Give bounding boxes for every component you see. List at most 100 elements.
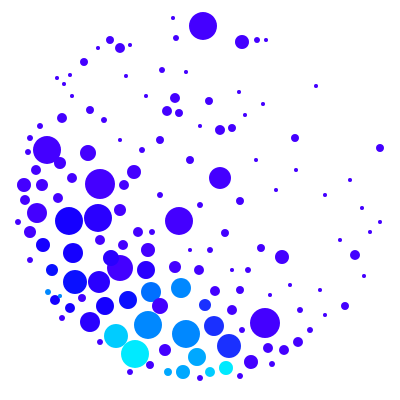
bubble: [209, 167, 231, 189]
bubble: [263, 343, 273, 353]
bubble: [58, 294, 62, 298]
bubble: [159, 67, 165, 73]
bubble: [121, 340, 149, 368]
bubble: [57, 113, 67, 123]
bubble: [228, 124, 236, 132]
bubble: [362, 274, 366, 278]
bubble: [207, 247, 213, 253]
bubble: [268, 293, 272, 297]
bubble: [55, 207, 83, 235]
bubble: [159, 344, 171, 356]
bubble: [171, 278, 191, 298]
bubble: [261, 102, 265, 106]
bubble: [189, 12, 217, 40]
bubble: [172, 320, 200, 348]
bubble: [188, 248, 192, 252]
bubble: [293, 337, 303, 347]
bubble: [323, 313, 327, 317]
bubble: [157, 192, 163, 198]
bubble: [70, 94, 74, 98]
bubble: [141, 282, 161, 302]
bubble: [297, 307, 303, 313]
bubble: [133, 227, 143, 237]
bubble: [144, 94, 148, 98]
bubble: [350, 250, 360, 260]
bubble: [239, 327, 245, 333]
bubble: [24, 226, 36, 238]
bubble: [104, 324, 128, 348]
bubble: [139, 147, 145, 153]
bubble: [134, 311, 162, 339]
bubble: [291, 134, 299, 142]
bubble: [127, 165, 141, 179]
bubble: [307, 327, 313, 333]
bubble: [156, 136, 164, 144]
bubble: [318, 288, 322, 292]
bubble: [210, 286, 220, 296]
bubble: [197, 375, 203, 381]
bubble: [84, 204, 112, 232]
bubble: [245, 267, 251, 273]
bubble: [264, 38, 268, 42]
bubble: [274, 188, 278, 192]
bubble: [141, 243, 155, 257]
bubble: [78, 294, 86, 302]
bubble: [164, 368, 172, 376]
bubble: [279, 345, 289, 355]
bubble: [221, 229, 229, 237]
bubble: [95, 235, 105, 245]
bubble: [235, 35, 249, 49]
bubble: [103, 250, 119, 266]
bubble: [250, 308, 280, 338]
bubble: [31, 165, 41, 175]
bubble: [204, 316, 224, 336]
bubble: [194, 265, 204, 275]
bubble: [217, 334, 241, 358]
bubble: [170, 93, 180, 103]
bubble: [219, 361, 233, 375]
bubble: [55, 76, 59, 80]
bubble: [205, 97, 213, 105]
bubble: [17, 178, 31, 192]
bubble: [184, 70, 188, 74]
bubble: [106, 36, 114, 44]
bubble: [176, 365, 190, 379]
bubble: [27, 257, 33, 263]
bubble: [80, 145, 96, 161]
bubble: [165, 207, 193, 235]
bubble: [80, 312, 100, 332]
bubble: [86, 106, 94, 114]
bubble: [80, 58, 88, 66]
bubble: [53, 193, 63, 203]
bubble: [137, 261, 155, 279]
bubble: [128, 43, 132, 47]
bubble: [37, 123, 43, 129]
bubble: [15, 219, 21, 225]
bubble: [36, 238, 50, 252]
bubble: [348, 178, 352, 182]
bubble: [97, 339, 103, 345]
bubble: [45, 289, 51, 295]
bubble: [118, 138, 122, 142]
bubble: [376, 144, 384, 152]
bubble: [205, 367, 215, 377]
bubble: [63, 270, 87, 294]
bubble: [275, 250, 289, 264]
bubble: [237, 373, 243, 379]
bubble: [314, 84, 318, 88]
bubble: [227, 305, 237, 315]
bubble: [197, 202, 203, 208]
bubble: [230, 268, 234, 272]
bubble: [341, 302, 349, 310]
bubble: [27, 135, 33, 141]
bubble: [169, 261, 181, 273]
bubble: [65, 303, 75, 313]
bubble: [36, 179, 48, 191]
bubble: [54, 157, 66, 169]
bubble: [119, 291, 137, 309]
bubble: [378, 220, 382, 224]
bubble: [63, 243, 83, 263]
bubble: [186, 156, 194, 164]
